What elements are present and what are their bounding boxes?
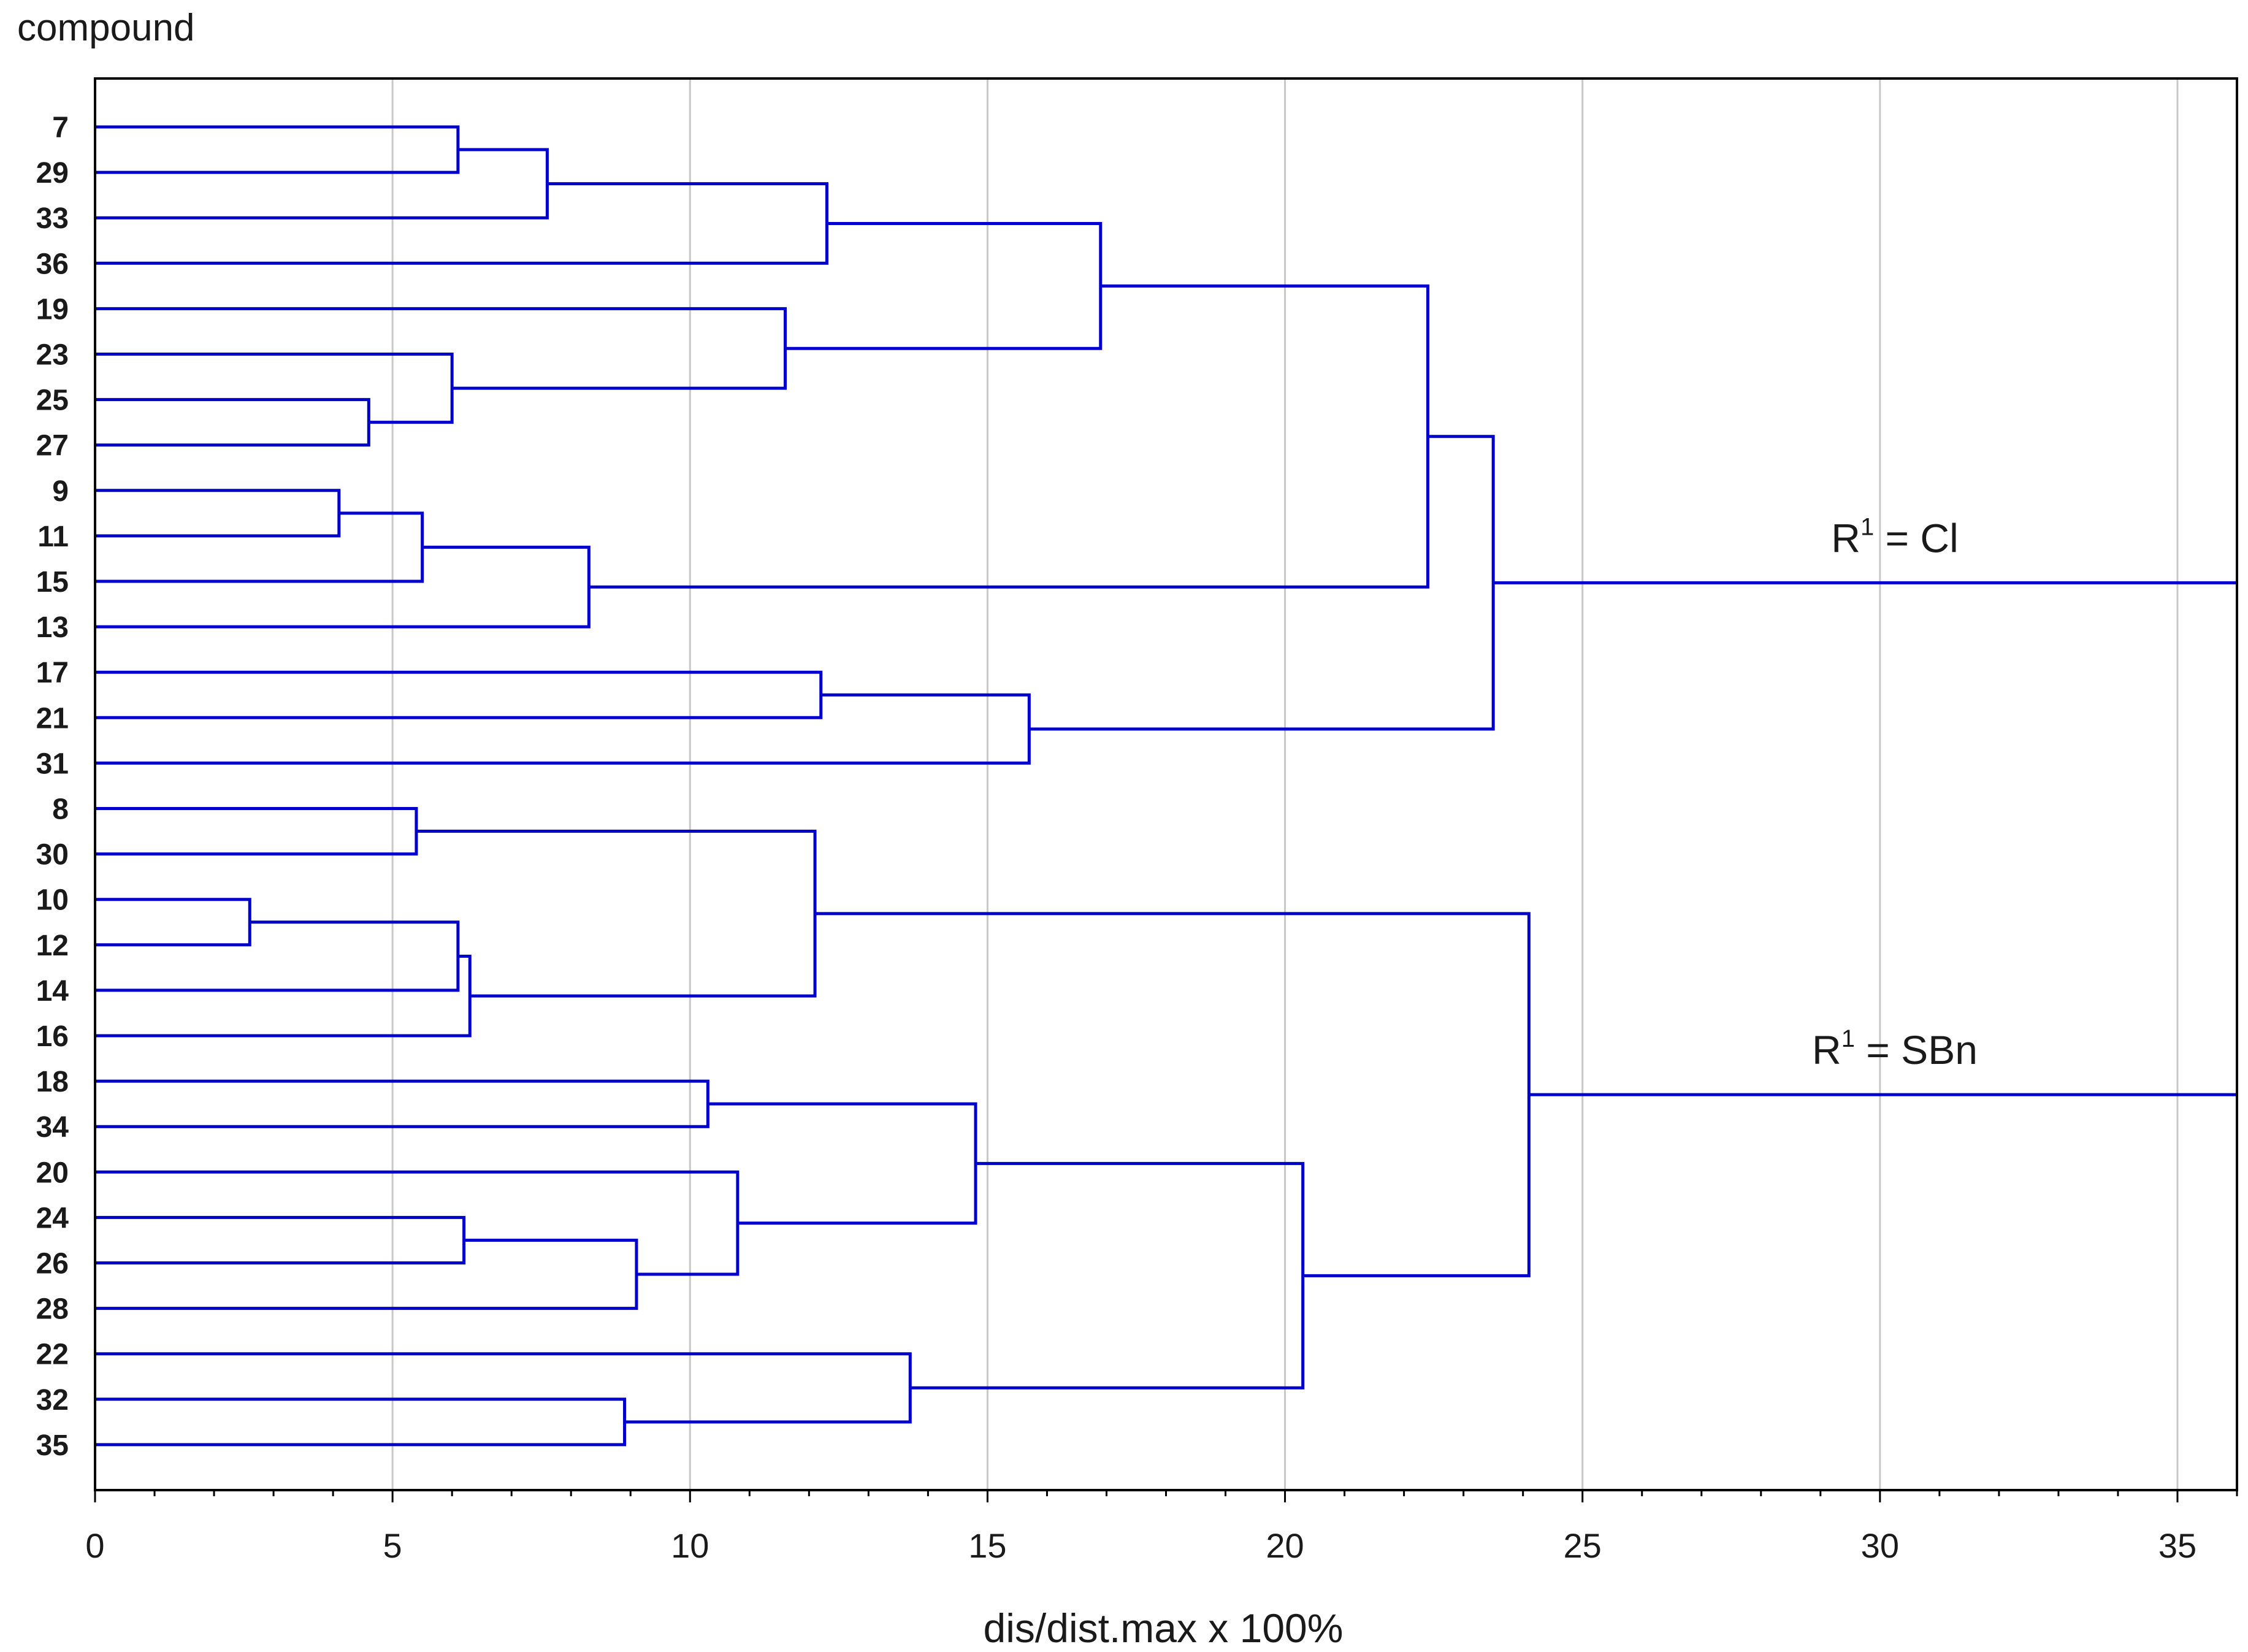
leaf-label: 35	[36, 1429, 69, 1462]
leaf-label: 27	[36, 430, 69, 462]
merge-link	[785, 221, 1103, 350]
merge-link	[589, 284, 1429, 589]
cluster-label-prefix: R	[1812, 1027, 1841, 1073]
leaf-label: 20	[36, 1157, 69, 1189]
leaf-label: 31	[36, 748, 69, 780]
leaf-label: 30	[36, 839, 69, 871]
cluster-label-superscript: 1	[1860, 513, 1874, 540]
merge-link	[95, 307, 787, 390]
leaf-label: 17	[36, 657, 69, 689]
merge-link	[95, 670, 823, 719]
x-tick-label: 10	[671, 1526, 709, 1565]
leaf-label: 32	[36, 1384, 69, 1417]
leaf-label: 11	[37, 521, 69, 553]
leaf-label: 15	[36, 566, 69, 598]
merge-link	[95, 182, 828, 265]
cluster-label: R1 = SBn	[1812, 1025, 1978, 1073]
merge-link	[95, 489, 341, 538]
leaf-label: 12	[36, 930, 69, 962]
x-tick-label: 20	[1266, 1526, 1304, 1565]
cluster-label-superscript: 1	[1841, 1025, 1855, 1052]
merge-link	[1029, 435, 1495, 731]
merge-link	[95, 148, 549, 220]
merge-link	[416, 830, 817, 998]
leaf-label: 14	[36, 975, 69, 1008]
leaf-label: 34	[36, 1111, 69, 1144]
merge-link	[95, 1215, 466, 1264]
merge-link	[95, 545, 591, 629]
merge-link	[95, 1170, 740, 1276]
plot-frame	[94, 77, 2238, 1491]
y-axis-title: compound	[17, 7, 195, 49]
leaf-labels: 7 29 33 36 19 23 25 27 9 11 15 13 17 21 31 8 30 10 12 14 16 1…	[36, 112, 69, 1462]
leaf-label: 28	[36, 1293, 69, 1326]
merge-link	[910, 1161, 1305, 1390]
leaf-label: 13	[36, 611, 69, 644]
merge-link	[95, 1238, 638, 1310]
leaf-label: 25	[36, 384, 69, 417]
dendrogram-links	[95, 125, 2237, 1447]
cluster-label: R1 = Cl	[1831, 513, 1958, 560]
leaf-label: 26	[36, 1248, 69, 1280]
leaf-label: 18	[36, 1066, 69, 1098]
x-axis-ticks: 0 5 10 15 20 25 30 35	[85, 1490, 2238, 1565]
merge-link	[95, 353, 454, 424]
x-axis-title: dis/dist.max x 100%	[984, 1605, 1344, 1651]
leaf-label: 23	[36, 339, 69, 372]
leaf-label: 36	[36, 248, 69, 280]
merge-link	[95, 1352, 912, 1424]
x-tick-label: 0	[85, 1526, 104, 1565]
leaf-label: 22	[36, 1339, 69, 1371]
grid-lines	[391, 78, 2179, 1490]
merge-link	[95, 1079, 709, 1128]
leaf-label: 24	[36, 1202, 69, 1234]
merge-link	[95, 125, 460, 174]
merge-link	[95, 807, 418, 856]
leaf-label: 29	[36, 157, 69, 189]
x-tick-label: 15	[968, 1526, 1006, 1565]
cluster-label-prefix: R	[1831, 515, 1860, 560]
x-tick-label: 30	[1861, 1526, 1899, 1565]
merge-link	[95, 898, 251, 947]
merge-link	[95, 954, 472, 1038]
merge-link	[95, 398, 370, 447]
leaf-label: 19	[36, 293, 69, 326]
x-tick-label: 5	[383, 1526, 402, 1565]
merge-link	[815, 912, 1531, 1277]
x-tick-label: 25	[1564, 1526, 1602, 1565]
leaf-label: 8	[52, 793, 69, 826]
leaf-label: 33	[36, 202, 69, 235]
merge-link	[95, 693, 1031, 765]
leaf-label: 7	[52, 112, 69, 144]
merge-link	[95, 511, 424, 583]
leaf-label: 10	[36, 884, 69, 917]
cluster-label-suffix: = SBn	[1855, 1027, 1978, 1073]
x-tick-label: 35	[2158, 1526, 2196, 1565]
cluster-label-suffix: = Cl	[1874, 515, 1959, 560]
leaf-label: 21	[36, 702, 69, 735]
merge-link	[95, 1398, 627, 1447]
leaf-label: 16	[36, 1020, 69, 1053]
leaf-label: 9	[52, 475, 69, 508]
merge-link	[708, 1102, 977, 1225]
merge-link	[95, 920, 460, 992]
